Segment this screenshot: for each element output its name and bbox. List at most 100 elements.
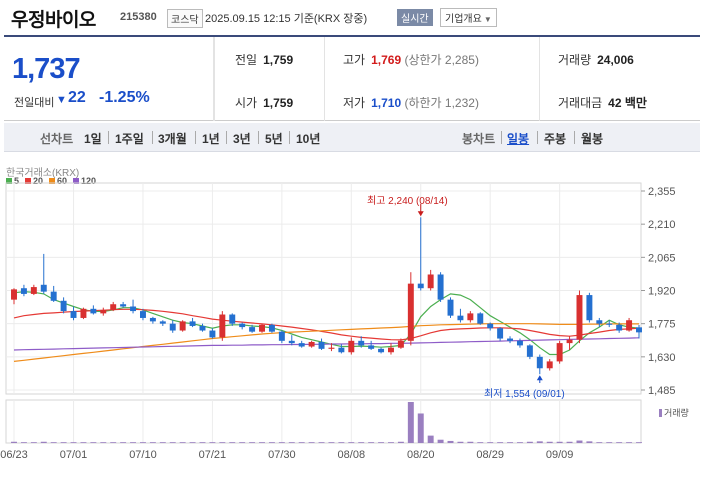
candle-body <box>298 343 305 347</box>
tab-1d[interactable]: 1일 <box>84 132 102 146</box>
tab-5y[interactable]: 5년 <box>265 132 283 146</box>
volume-bar <box>467 441 474 443</box>
candle-body <box>447 299 454 316</box>
volume-bar <box>239 442 246 443</box>
tab-divider <box>152 131 153 144</box>
candle-body <box>239 323 246 328</box>
candle-body <box>556 343 563 362</box>
volume-bar <box>249 442 256 443</box>
tab-1w[interactable]: 1주일 <box>115 132 144 146</box>
volume-bar <box>100 442 107 443</box>
volume-bar <box>159 442 166 443</box>
x-tick-label: 07/21 <box>199 449 227 461</box>
legend-item-ma60: 60 <box>49 176 67 186</box>
candle-body <box>407 283 414 341</box>
chart-source: 한국거래소(KRX) <box>6 168 80 179</box>
candle-body <box>636 327 642 333</box>
volume-bar <box>199 442 206 443</box>
candle-body <box>219 314 226 338</box>
stat-volume: 거래량 24,006 <box>558 51 634 68</box>
x-tick-label: 06/23 <box>0 449 28 461</box>
volume-legend: 거래량 <box>659 406 689 419</box>
stat-value: 24,006 <box>597 53 634 67</box>
y-tick-label: 1,630 <box>648 352 676 364</box>
tab-monthly[interactable]: 월봉 <box>581 132 604 146</box>
volume-bar <box>308 442 315 443</box>
candle-body <box>70 311 77 318</box>
candle-body <box>179 321 186 331</box>
legend-label: 60 <box>57 176 68 186</box>
y-tick-label: 1,775 <box>648 319 676 331</box>
volume-bar <box>566 441 573 443</box>
tab-3m[interactable]: 3개월 <box>158 132 187 146</box>
candlestick-chart: 2,355 2,210 2,065 1,920 1,775 1,630 1,485 06/23… <box>0 182 676 461</box>
volume-bar <box>189 442 196 443</box>
candle-body <box>259 324 265 332</box>
candle-body <box>50 291 57 301</box>
volume-bar <box>80 442 87 443</box>
candle-chart-label: 봉차트 <box>462 132 496 146</box>
stat-high: 고가 1,769 (상한가 2,285) <box>343 51 479 68</box>
candle-body <box>159 321 166 324</box>
volume-bar <box>50 442 57 443</box>
tab-1y[interactable]: 1년 <box>202 132 220 146</box>
volume-bar <box>11 441 17 443</box>
volume-bar <box>616 442 623 443</box>
candle-body <box>497 328 504 339</box>
candle-body <box>20 288 27 294</box>
volume-bar <box>388 442 394 443</box>
candle-body <box>596 320 603 324</box>
volume-plot-frame <box>5 399 642 444</box>
tab-3y[interactable]: 3년 <box>233 132 251 146</box>
candle-body <box>526 345 533 357</box>
candle-body <box>130 306 137 312</box>
candle-body <box>576 295 583 340</box>
ma-line-120 <box>13 337 640 351</box>
x-tick-label: 07/30 <box>268 449 296 461</box>
volume-bar <box>219 442 226 443</box>
candle-body <box>546 361 553 369</box>
company-info-dropdown[interactable]: 기업개요 ▼ <box>440 8 497 27</box>
line-chart-label: 선차트 <box>40 132 74 146</box>
volume-bar <box>447 440 454 443</box>
stock-code: 215380 <box>120 11 157 23</box>
y-tick-label: 2,065 <box>648 252 676 264</box>
candle-body <box>368 345 375 349</box>
stat-label: 거래량 <box>558 53 592 67</box>
tab-10y[interactable]: 10년 <box>296 132 321 146</box>
candle-body <box>388 347 394 353</box>
legend-swatch <box>49 178 56 184</box>
stat-value: 1,769 <box>371 53 402 67</box>
price-summary: 1,737 전일대비 ▼ 22 -1.25% 전일 1,759 시가 1,759 고… <box>4 35 700 121</box>
candle-body <box>169 323 176 331</box>
tab-weekly[interactable]: 주봉 <box>544 132 567 146</box>
candle-body <box>209 330 216 338</box>
ma-legend: 5 20 60 120 <box>6 176 102 186</box>
stat-value: 42 백만 <box>608 96 647 110</box>
candle-body <box>229 314 236 324</box>
volume-bar <box>516 442 523 443</box>
volume-bar <box>407 402 414 443</box>
volume-bar <box>477 442 484 443</box>
realtime-button[interactable]: 실시간 <box>397 9 433 26</box>
header: 우정바이오 215380 코스닥 2025.09.15 12:15 기준(KRX… <box>0 0 703 34</box>
x-tick-label: 09/09 <box>546 449 574 461</box>
stat-low: 저가 1,710 (하한가 1,232) <box>343 94 479 111</box>
current-price-panel: 1,737 전일대비 ▼ 22 -1.25% <box>4 37 214 121</box>
candle-body <box>60 300 67 312</box>
volume-bar <box>358 442 365 443</box>
candle-body <box>189 321 196 326</box>
y-tick-label: 1,485 <box>648 385 676 397</box>
tab-daily[interactable]: 일봉 <box>507 132 530 146</box>
volume-bar <box>536 441 543 443</box>
candle-body <box>467 313 474 321</box>
volume-bar <box>288 442 295 443</box>
current-price: 1,737 <box>12 53 81 85</box>
volume-bar <box>328 442 335 443</box>
tab-divider <box>258 131 259 144</box>
volume-bar <box>139 442 146 443</box>
volume-bar <box>556 441 563 443</box>
volume-bar <box>338 442 345 443</box>
candle-body <box>90 308 97 314</box>
candle-body <box>566 339 573 344</box>
